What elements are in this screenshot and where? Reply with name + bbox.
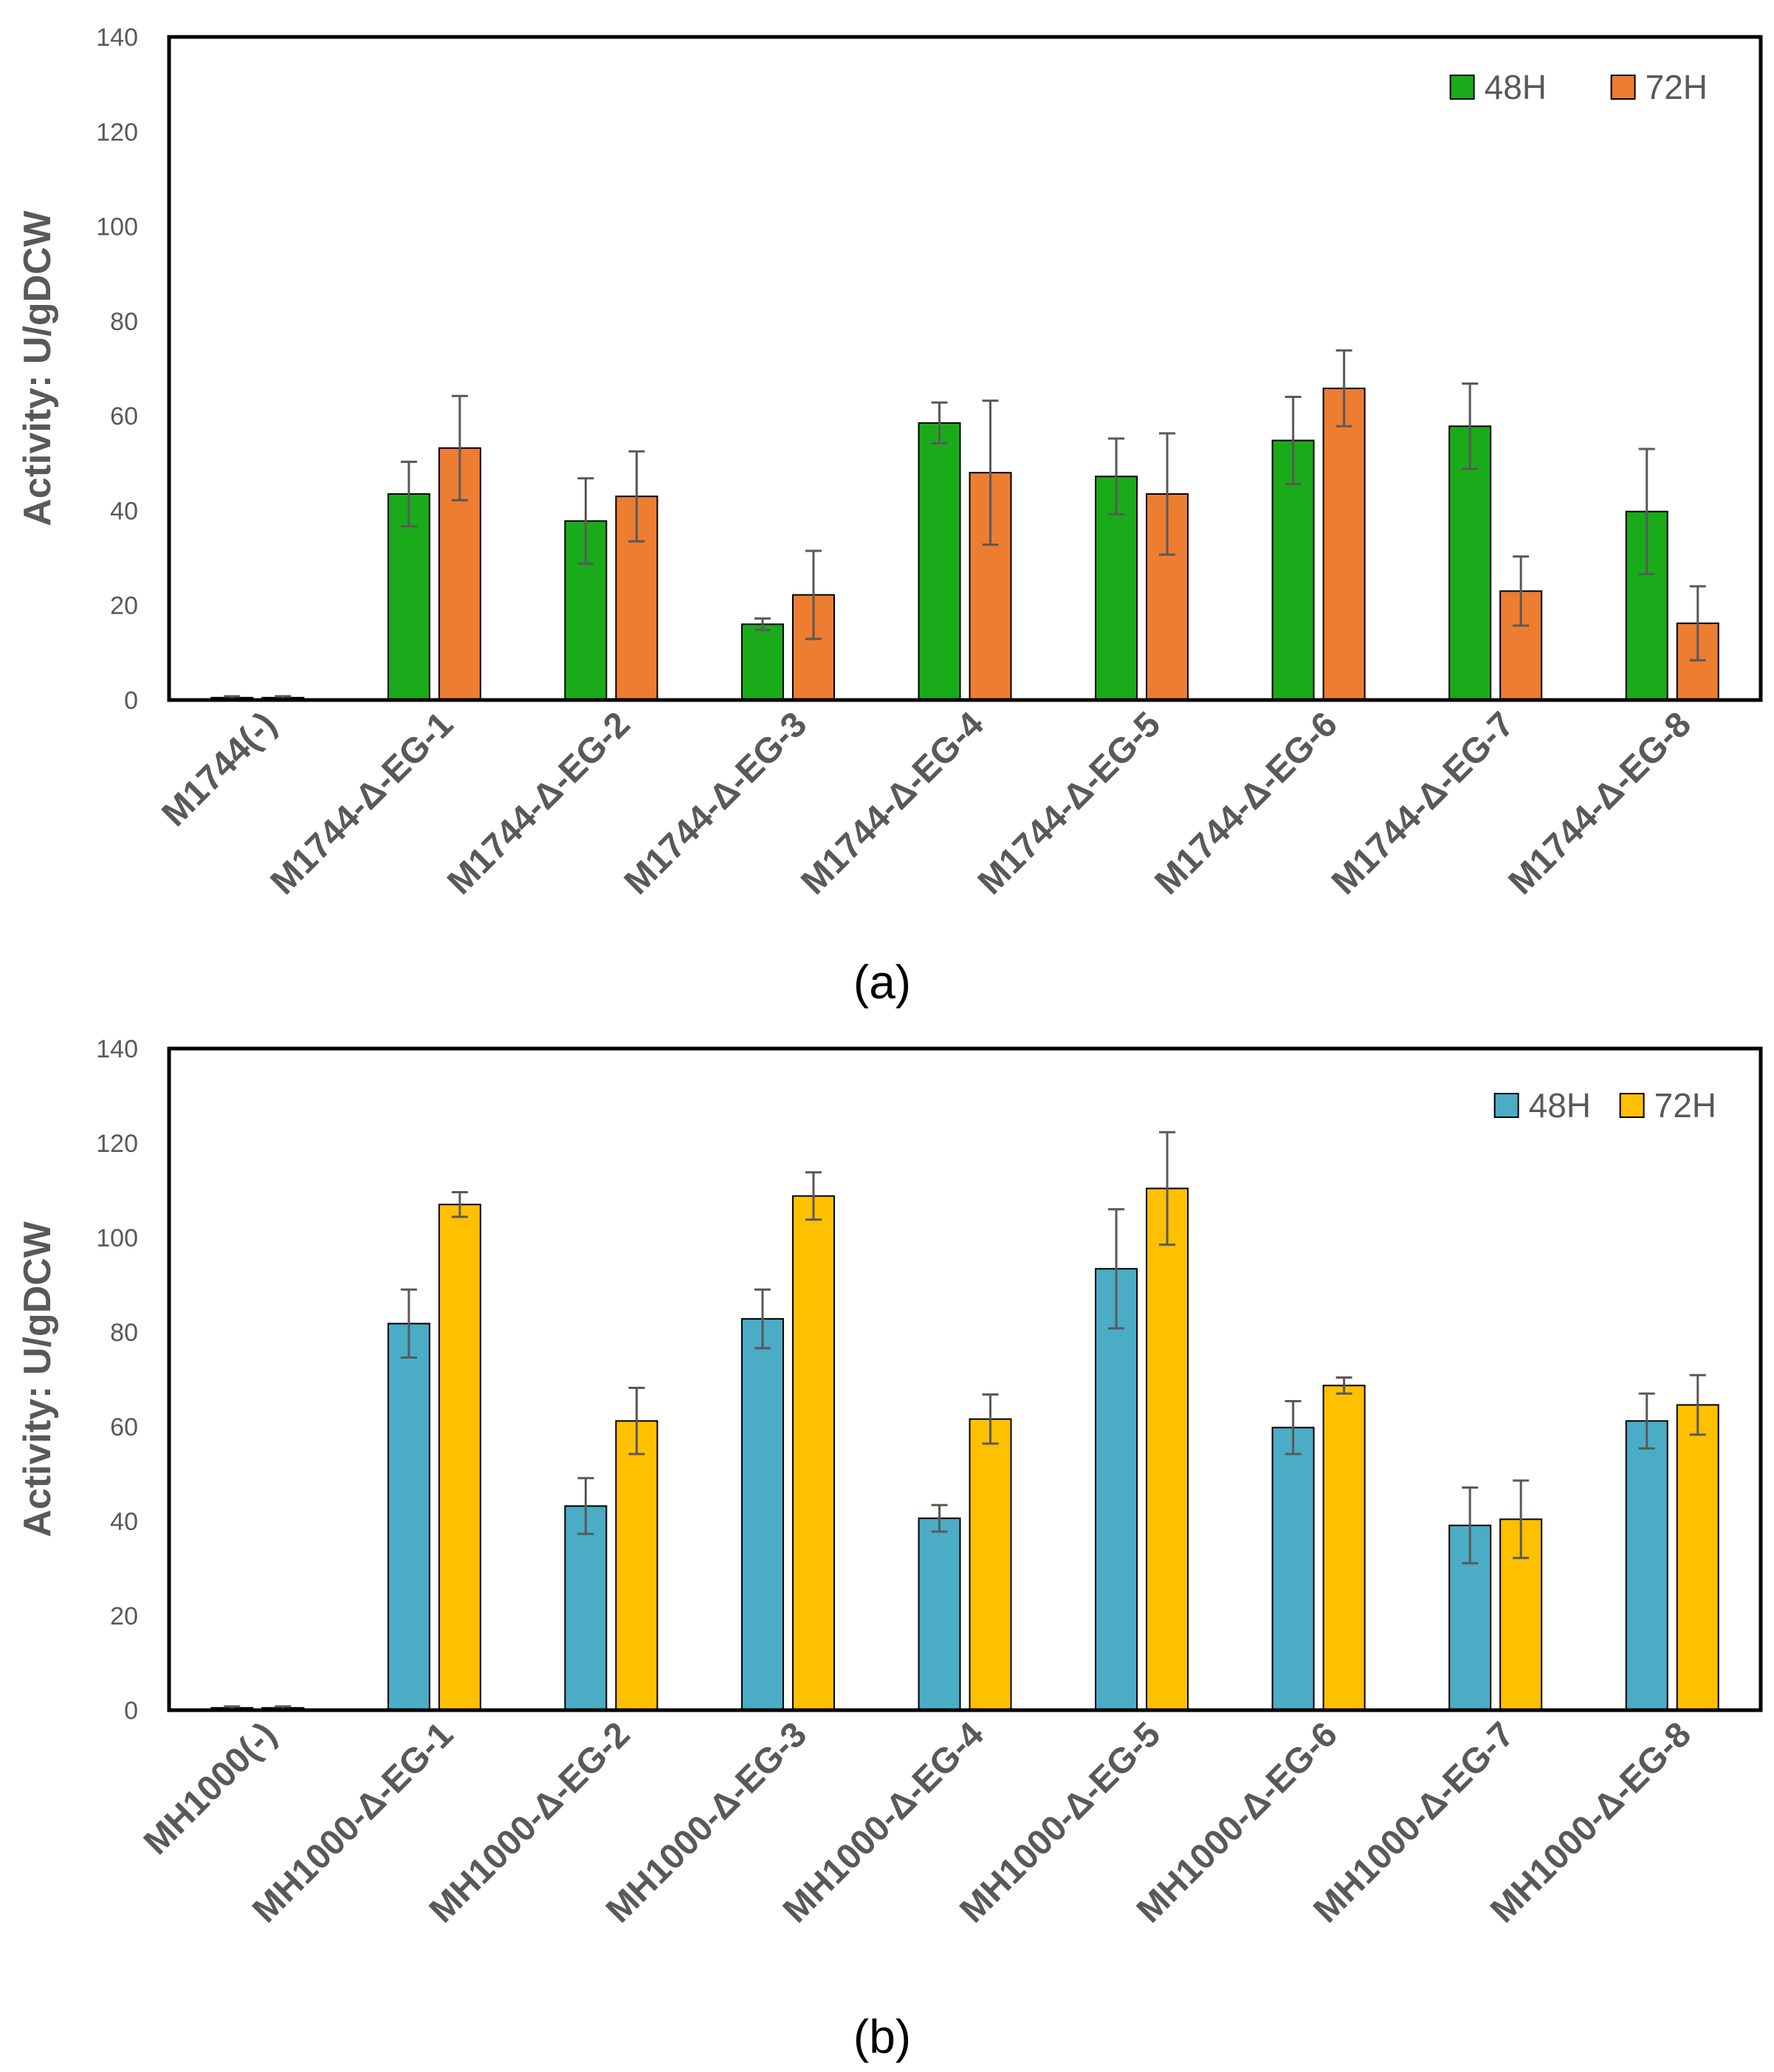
- y-tick-label: 100: [96, 213, 138, 241]
- y-tick-label: 0: [124, 1697, 138, 1725]
- bar-48H-5: [1095, 1268, 1138, 1711]
- bar-72H-4: [969, 1418, 1012, 1711]
- bar-48H-3: [740, 1318, 784, 1711]
- plot-area-border: [167, 35, 1763, 702]
- bar-72H-7: [1499, 1518, 1543, 1711]
- legend-swatch: [1610, 75, 1636, 100]
- y-tick-label: 140: [96, 1035, 138, 1063]
- bar-48H-3: [740, 623, 784, 701]
- bar-48H-4: [918, 1517, 961, 1711]
- panel-label: (a): [853, 956, 911, 1009]
- legend-swatch: [1619, 1093, 1645, 1118]
- bar-48H-7: [1448, 425, 1492, 701]
- bar-48H-6: [1271, 1427, 1315, 1712]
- legend-swatch: [1493, 1093, 1519, 1118]
- bar-72H-2: [615, 1420, 659, 1711]
- plot-area-border: [167, 1046, 1763, 1712]
- x-category-label: M1744-Δ-EG-3: [617, 704, 814, 902]
- y-tick-label: 140: [96, 24, 138, 52]
- y-tick-label: 0: [124, 687, 138, 715]
- y-tick-label: 120: [96, 118, 138, 146]
- legend-label: 48H: [1485, 68, 1547, 106]
- y-tick-label: 80: [110, 1319, 138, 1347]
- bar-48H-1: [387, 1323, 430, 1711]
- y-axis-title: Activity: U/gDCW: [16, 210, 59, 526]
- bar-72H-3: [791, 1195, 835, 1712]
- y-tick-label: 60: [110, 402, 138, 430]
- x-category-label: M1744-Δ-EG-7: [1324, 704, 1522, 902]
- bar-72H-8: [1676, 1404, 1719, 1712]
- y-tick-label: 100: [96, 1224, 138, 1252]
- bar-72H-1: [438, 1204, 481, 1711]
- bar-48H-2: [564, 1505, 608, 1712]
- bar-72H-5: [1146, 1187, 1189, 1711]
- legend-label: 48H: [1529, 1086, 1591, 1125]
- panel-label: (b): [853, 2010, 911, 2063]
- chart-panel-b: 020406080100120140MH1000(-)MH1000-Δ-EG-1…: [16, 1035, 1763, 2063]
- y-tick-label: 60: [110, 1413, 138, 1441]
- x-category-label: M1744-Δ-EG-1: [264, 704, 461, 902]
- bar-72H-6: [1322, 1385, 1366, 1711]
- x-category-label: M1744-Δ-EG-8: [1502, 704, 1699, 902]
- x-category-label: M1744-Δ-EG-2: [440, 704, 637, 902]
- legend-label: 72H: [1646, 68, 1708, 106]
- chart-panel-a: 020406080100120140M1744(-)M1744-Δ-EG-1M1…: [16, 24, 1763, 1009]
- y-tick-label: 40: [110, 497, 138, 525]
- bar-48H-1: [387, 493, 430, 701]
- x-category-label: M1744-Δ-EG-4: [794, 704, 991, 902]
- y-tick-label: 20: [110, 1602, 138, 1630]
- x-category-label: M1744-Δ-EG-6: [1147, 704, 1344, 902]
- legend-swatch: [1449, 75, 1475, 100]
- legend-label: 72H: [1654, 1086, 1716, 1125]
- bar-48H-4: [918, 422, 961, 701]
- x-category-label: M1744(-): [154, 704, 283, 834]
- bar-72H-6: [1322, 387, 1366, 701]
- y-tick-label: 20: [110, 592, 138, 620]
- y-tick-label: 40: [110, 1508, 138, 1536]
- x-category-label: M1744-Δ-EG-5: [971, 704, 1168, 902]
- y-axis-title: Activity: U/gDCW: [16, 1221, 59, 1537]
- y-tick-label: 80: [110, 308, 138, 336]
- y-tick-label: 120: [96, 1130, 138, 1158]
- x-category-label: MH1000(-): [137, 1715, 284, 1862]
- bar-48H-8: [1625, 1420, 1668, 1711]
